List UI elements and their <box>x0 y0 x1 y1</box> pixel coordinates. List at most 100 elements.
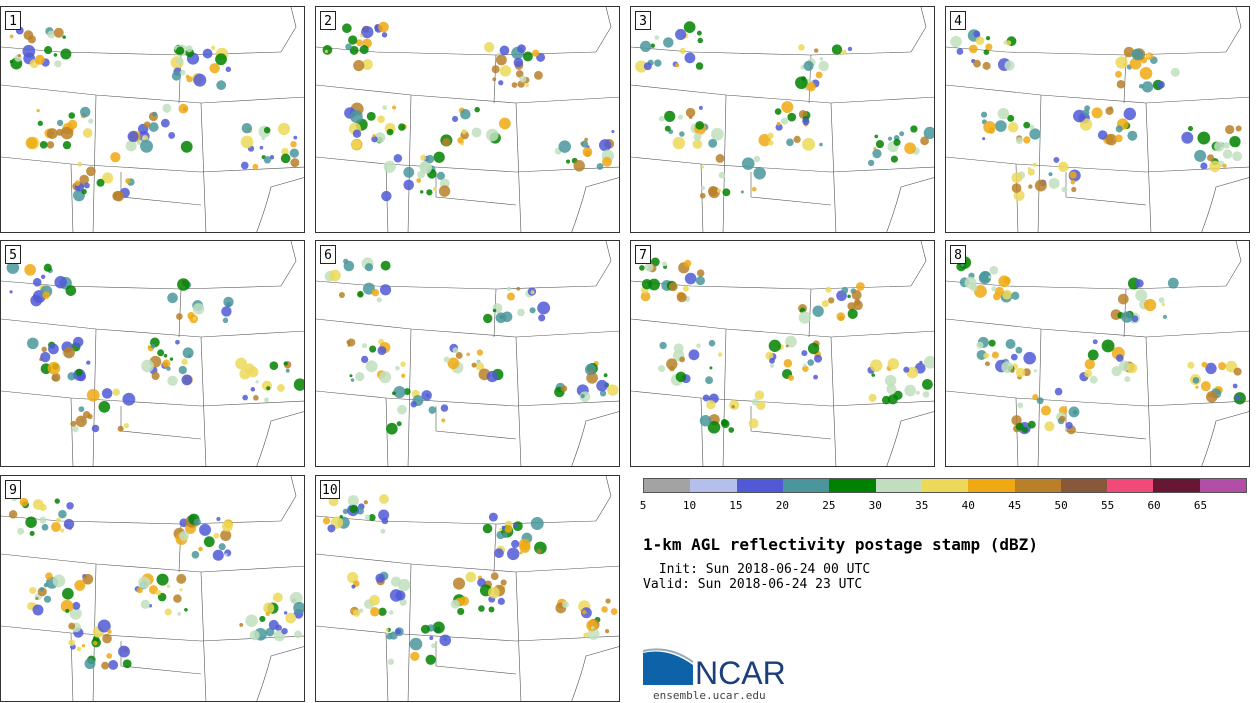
reflectivity-echo <box>602 156 612 167</box>
reflectivity-echo <box>241 123 253 134</box>
reflectivity-echo <box>425 654 436 665</box>
reflectivity-echo <box>62 587 74 600</box>
reflectivity-echo <box>580 393 585 399</box>
reflectivity-echo <box>17 54 21 58</box>
forecast-panel: 6 <box>315 240 620 467</box>
reflectivity-echo <box>519 75 527 83</box>
state-boundary <box>280 241 297 287</box>
reflectivity-echo <box>1021 426 1029 433</box>
reflectivity-echo <box>457 137 464 144</box>
reflectivity-echo <box>377 346 387 356</box>
reflectivity-echo <box>27 337 39 350</box>
reflectivity-echo <box>426 189 433 196</box>
reflectivity-echo <box>483 41 495 53</box>
reflectivity-echo <box>751 398 759 406</box>
colorbar-tick-label: 30 <box>868 499 882 512</box>
reflectivity-echo <box>101 388 113 399</box>
reflectivity-echo <box>536 548 542 554</box>
reflectivity-echo <box>97 619 111 633</box>
reflectivity-echo <box>1126 362 1138 374</box>
reflectivity-echo <box>179 588 183 592</box>
reflectivity-echo <box>349 110 363 123</box>
reflectivity-echo <box>589 370 593 374</box>
reflectivity-echo <box>420 154 427 161</box>
reflectivity-echo <box>968 44 978 54</box>
state-boundary <box>1145 102 1152 232</box>
reflectivity-echo <box>700 186 706 191</box>
reflectivity-echo <box>875 140 885 149</box>
reflectivity-echo <box>813 354 823 363</box>
reflectivity-echo <box>379 371 392 384</box>
reflectivity-echo <box>327 524 336 533</box>
reflectivity-echo <box>985 43 993 51</box>
reflectivity-echo <box>283 361 288 366</box>
reflectivity-echo <box>347 343 351 347</box>
reflectivity-echo <box>349 374 353 378</box>
reflectivity-echo <box>1073 109 1086 123</box>
reflectivity-echo <box>1034 179 1047 192</box>
reflectivity-echo <box>389 610 394 615</box>
reflectivity-echo <box>717 352 723 357</box>
reflectivity-echo <box>1027 168 1035 176</box>
reflectivity-echo <box>63 346 75 359</box>
state-boundary <box>1 318 304 338</box>
reflectivity-map <box>316 241 619 466</box>
reflectivity-echo <box>386 422 398 435</box>
reflectivity-echo <box>522 51 533 62</box>
reflectivity-echo <box>708 138 718 148</box>
reflectivity-echo <box>359 33 363 37</box>
reflectivity-echo <box>403 388 411 395</box>
reflectivity-echo <box>54 60 62 68</box>
reflectivity-echo <box>813 374 818 380</box>
reflectivity-echo <box>658 115 665 122</box>
reflectivity-echo <box>55 517 61 523</box>
reflectivity-echo <box>775 123 783 131</box>
reflectivity-echo <box>395 590 406 601</box>
reflectivity-echo <box>964 276 977 289</box>
reflectivity-echo <box>345 43 352 51</box>
reflectivity-echo <box>215 53 227 66</box>
reflectivity-echo <box>1058 415 1066 423</box>
reflectivity-echo <box>1141 81 1154 93</box>
reflectivity-echo <box>1015 422 1024 431</box>
reflectivity-echo <box>366 111 376 121</box>
state-boundary <box>886 411 934 466</box>
reflectivity-echo <box>92 640 98 646</box>
reflectivity-echo <box>793 135 801 144</box>
reflectivity-echo <box>81 188 87 195</box>
reflectivity-echo <box>349 504 358 514</box>
reflectivity-echo <box>250 387 256 392</box>
reflectivity-echo <box>58 509 67 519</box>
colorbar-segment <box>1107 479 1154 492</box>
reflectivity-echo <box>125 140 137 152</box>
reflectivity-echo <box>538 314 546 322</box>
colorbar-tick-label: 15 <box>729 499 743 512</box>
reflectivity-echo <box>981 111 988 118</box>
reflectivity-echo <box>988 275 992 279</box>
state-boundary <box>407 94 412 232</box>
reflectivity-echo <box>565 159 571 164</box>
logo-text: NCAR <box>695 655 786 691</box>
reflectivity-echo <box>403 179 414 191</box>
reflectivity-echo <box>285 368 290 373</box>
reflectivity-echo <box>983 352 990 359</box>
reflectivity-echo <box>47 361 61 375</box>
reflectivity-echo <box>224 553 228 557</box>
reflectivity-echo <box>70 420 77 427</box>
reflectivity-echo <box>223 296 234 308</box>
reflectivity-echo <box>255 380 259 384</box>
reflectivity-echo <box>455 352 463 359</box>
colorbar-segment <box>968 479 1015 492</box>
state-boundary <box>515 336 522 466</box>
reflectivity-echo <box>989 265 999 275</box>
reflectivity-echo <box>1091 107 1103 119</box>
colorbar-segment <box>921 479 969 492</box>
reflectivity-echo <box>432 621 445 634</box>
reflectivity-echo <box>113 190 125 202</box>
reflectivity-echo <box>973 59 981 68</box>
reflectivity-echo <box>841 49 847 55</box>
reflectivity-echo <box>500 579 507 586</box>
reflectivity-echo <box>74 579 86 591</box>
reflectivity-echo <box>51 372 61 382</box>
reflectivity-echo <box>768 140 774 146</box>
